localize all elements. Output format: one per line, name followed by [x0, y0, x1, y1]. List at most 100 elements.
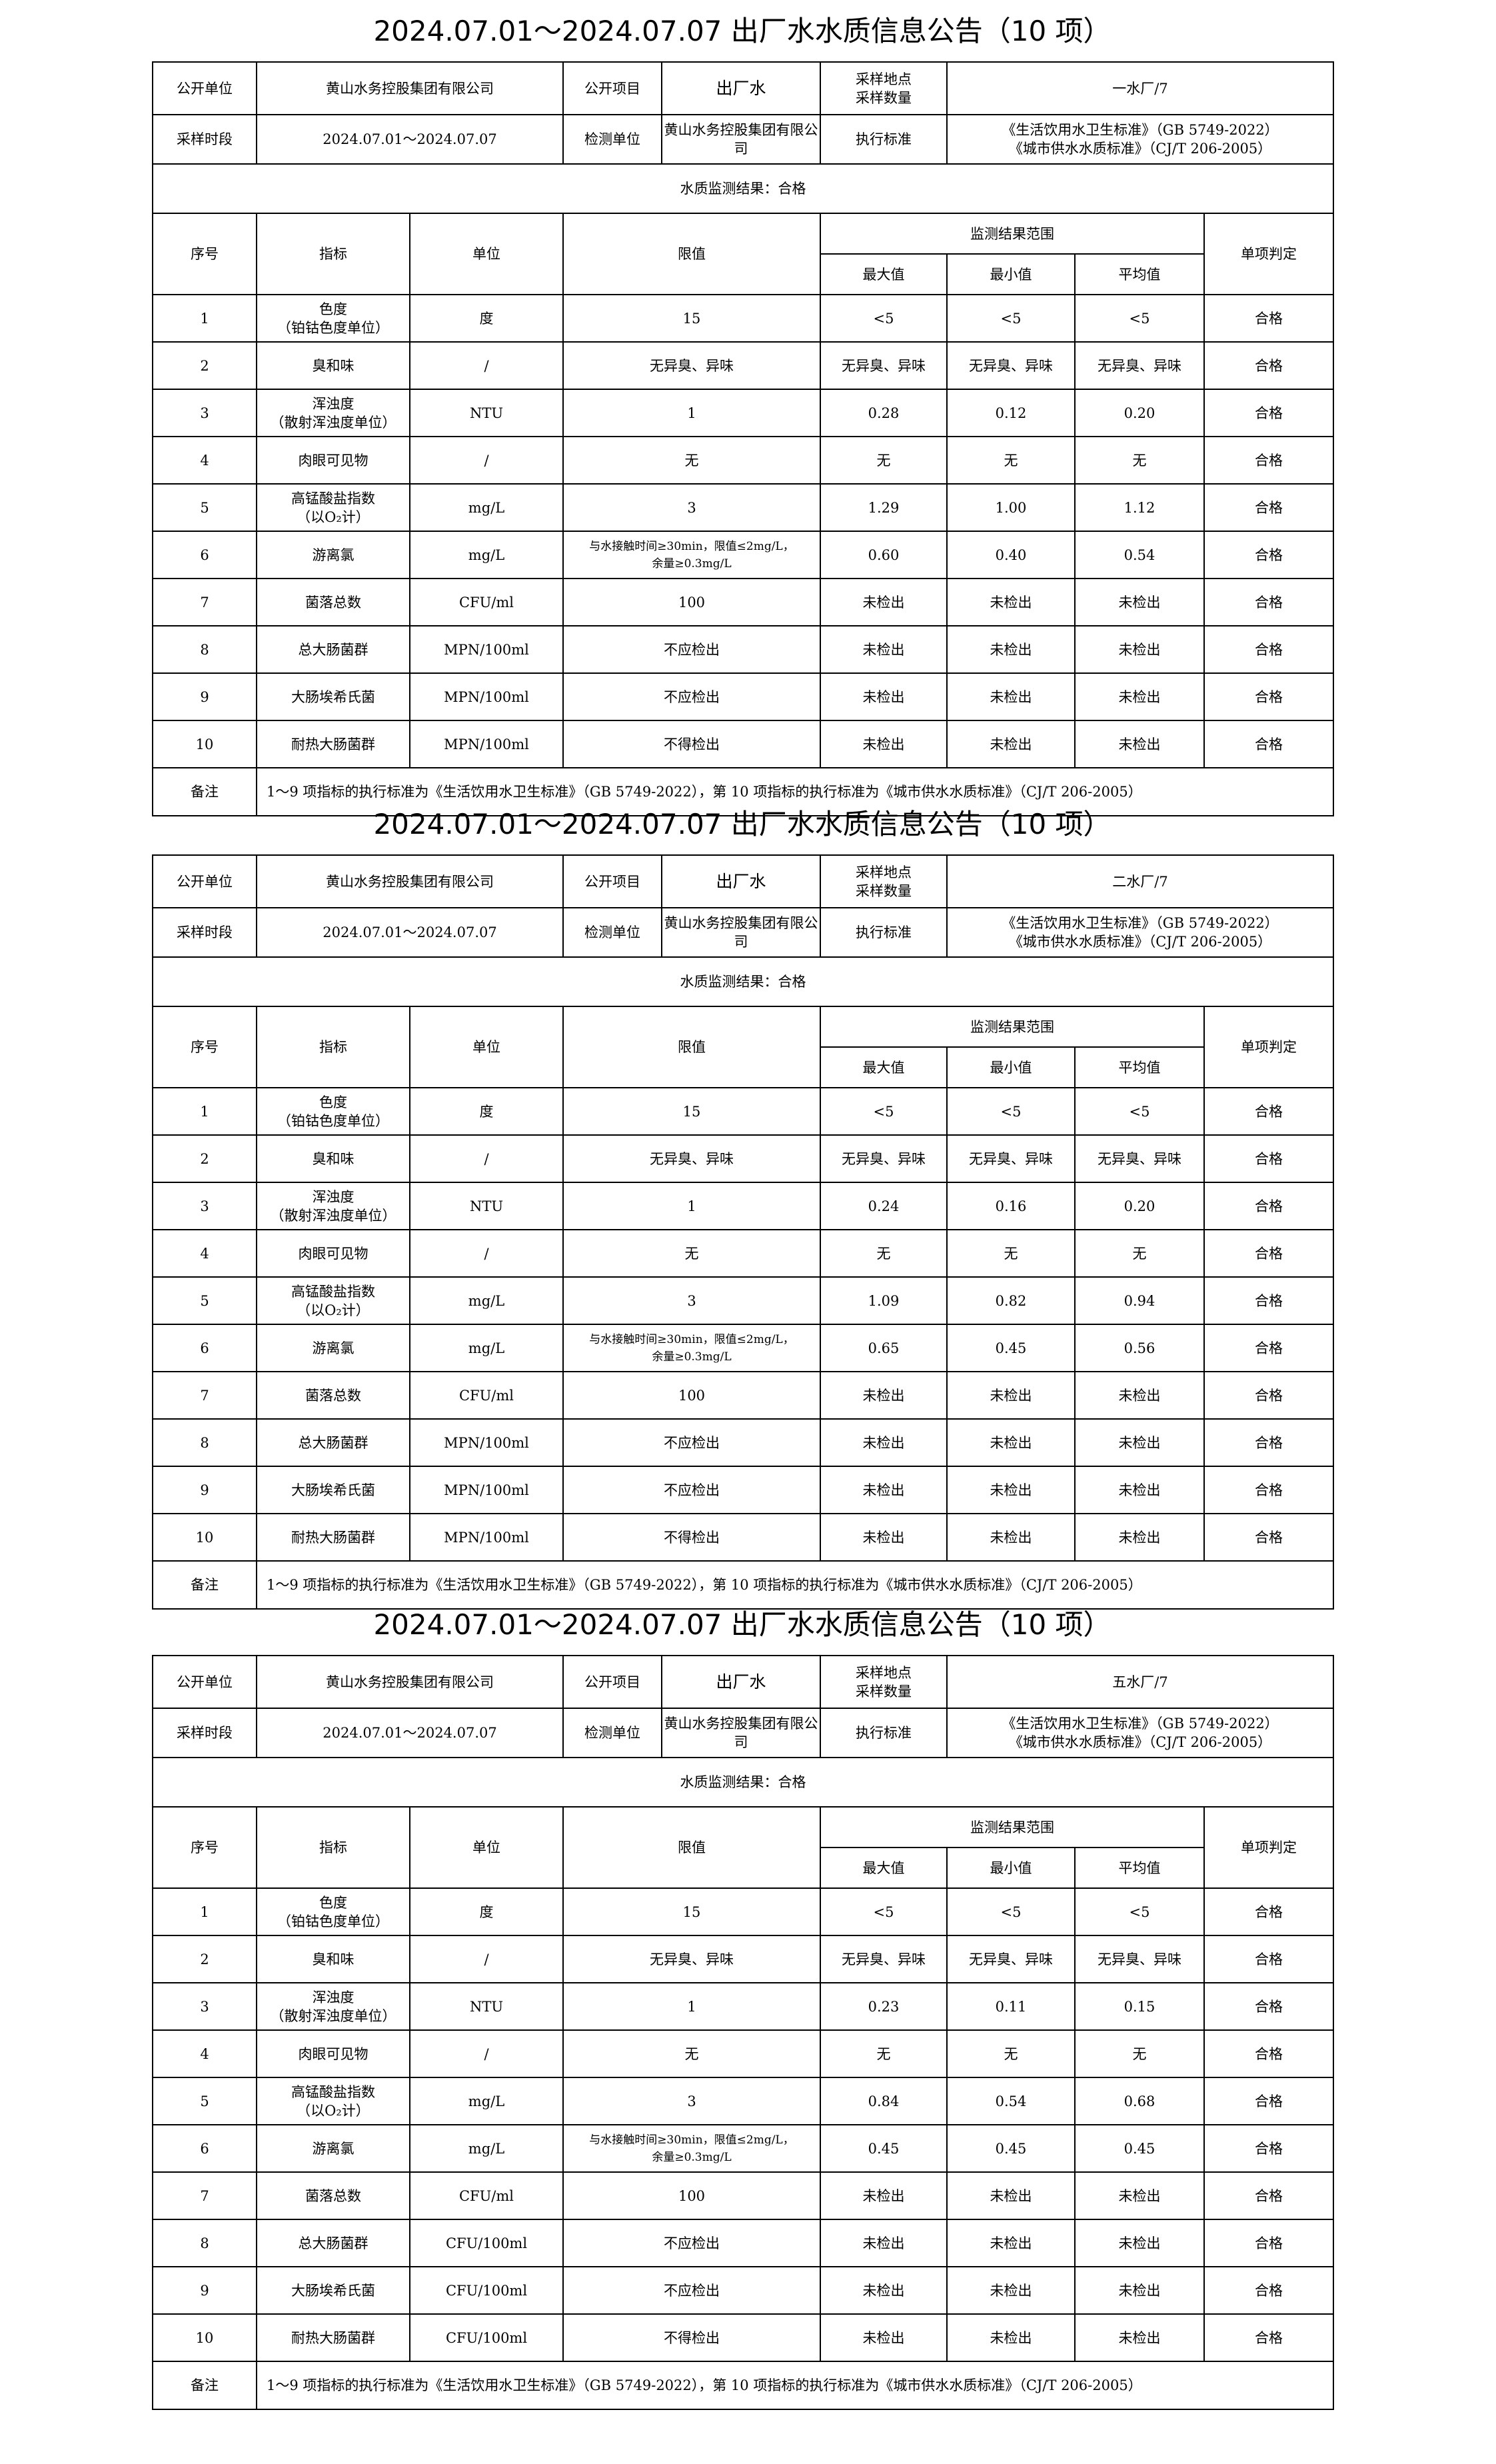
avg-value: 未检出 — [1118, 2235, 1161, 2251]
table-row: 4 肉眼可见物 / 无 无 无 无 合格 — [152, 436, 1335, 485]
table-row: 2 臭和味 / 无异臭、异味 无异臭、异味 无异臭、异味 无异臭、异味 合格 — [152, 1935, 1335, 1983]
limit-value: 15 — [682, 1903, 701, 1920]
verdict: 合格 — [1255, 1340, 1283, 1356]
row-no: 3 — [200, 1198, 209, 1214]
unit: NTU — [469, 405, 504, 421]
table-row: 9 大肠埃希氏菌 CFU/100ml 不应检出 未检出 未检出 未检出 合格 — [152, 2266, 1335, 2315]
indicator-name: 大肠埃希氏菌 — [291, 688, 375, 705]
table-row: 7 菌落总数 CFU/ml 100 未检出 未检出 未检出 合格 — [152, 578, 1335, 626]
sample-point-label: 采样数量 — [856, 89, 912, 106]
max-value: 0.23 — [868, 1998, 900, 2015]
unit: / — [484, 1150, 489, 1167]
avg-value: 1.12 — [1123, 499, 1155, 516]
quality-table: 公开单位 黄山水务控股集团有限公司 公开项目 出厂水 采样地点 采样数量 一水厂/7… — [151, 61, 1335, 816]
avg-value: 未检出 — [1118, 736, 1161, 752]
note-label: 备注 — [191, 1577, 219, 1593]
limit-value: 与水接触时间≥30min，限值≤2mg/L， — [589, 1332, 794, 1346]
row-no: 9 — [200, 688, 209, 705]
row-no: 1 — [200, 310, 209, 327]
avg-value: 0.68 — [1123, 2093, 1155, 2109]
avg-value: 0.45 — [1123, 2140, 1155, 2157]
max-value: 0.28 — [868, 405, 900, 421]
indicator-name: 大肠埃希氏菌 — [291, 1482, 375, 1498]
row-no: 10 — [195, 736, 214, 752]
indicator-name: 浑浊度 — [312, 395, 355, 412]
indicator-name: 耐热大肠菌群 — [291, 1529, 375, 1546]
verdict: 合格 — [1255, 594, 1283, 611]
sample-point-label: 采样地点 — [856, 71, 912, 87]
table-row: 10 耐热大肠菌群 MPN/100ml 不得检出 未检出 未检出 未检出 合格 — [152, 1513, 1335, 1562]
min-value: 0.45 — [995, 2140, 1027, 2157]
min-value: <5 — [1000, 310, 1022, 327]
limit-value: 不应检出 — [664, 641, 720, 658]
limit-value: 无异臭、异味 — [650, 1150, 734, 1167]
avg-value: 0.56 — [1123, 1340, 1155, 1356]
indicator-name: （以O₂计） — [297, 1302, 370, 1318]
indicator-name: 游离氯 — [312, 1340, 355, 1356]
avg-value: 未检出 — [1118, 2282, 1161, 2299]
note-text: 1～9 项指标的执行标准为《生活饮用水卫生标准》（GB 5749-2022），第… — [267, 1577, 1142, 1593]
limit-value: 1 — [687, 1998, 696, 2015]
row-no: 5 — [200, 2093, 209, 2109]
note-row: 备注 1～9 项指标的执行标准为《生活饮用水卫生标准》（GB 5749-2022… — [152, 1560, 1335, 1610]
limit-value: 100 — [678, 1387, 706, 1404]
avg-value: <5 — [1129, 310, 1150, 327]
unit: CFU/ml — [458, 2187, 514, 2204]
max-value: 未检出 — [862, 2329, 905, 2346]
note-label: 备注 — [191, 2377, 219, 2393]
indicator-name: （铂钴色度单位） — [277, 1112, 389, 1129]
max-value: 未检出 — [862, 1482, 905, 1498]
max-value: 无 — [876, 452, 891, 469]
verdict: 合格 — [1255, 2235, 1283, 2251]
table-row: 1 色度 （铂钴色度单位） 度 15 <5 <5 <5 合格 — [152, 1087, 1335, 1136]
row-no: 2 — [200, 357, 209, 374]
limit-value: 不应检出 — [664, 1482, 720, 1498]
limit-value: 无 — [684, 1245, 699, 1262]
avg-value: 无异臭、异味 — [1098, 357, 1181, 374]
row-no: 9 — [200, 2282, 209, 2299]
verdict: 合格 — [1255, 310, 1283, 327]
min-value: 未检出 — [990, 736, 1032, 752]
verdict: 合格 — [1255, 547, 1283, 563]
indicator-name: 耐热大肠菌群 — [291, 2329, 375, 2346]
min-value: 未检出 — [990, 2329, 1032, 2346]
verdict: 合格 — [1255, 1903, 1283, 1920]
max-value: 1.09 — [868, 1292, 900, 1309]
indicator-name: 耐热大肠菌群 — [291, 736, 375, 752]
indicator-name: 总大肠菌群 — [298, 641, 369, 658]
project-value: 出厂水 — [716, 78, 766, 98]
result-row: 水质监测结果：合格 — [151, 163, 1335, 214]
row-no: 2 — [200, 1150, 209, 1167]
max-value: 0.84 — [868, 2093, 900, 2109]
indicator-name: 高锰酸盐指数 — [291, 1283, 375, 1300]
unit: mg/L — [468, 1292, 505, 1309]
row-no: 4 — [200, 1245, 209, 1262]
indicator-name: 菌落总数 — [305, 2187, 361, 2204]
sample-point-label: 采样数量 — [856, 1683, 912, 1700]
verdict: 合格 — [1255, 1150, 1283, 1167]
unit: MPN/100ml — [444, 1482, 529, 1498]
col-no: 序号 — [191, 1840, 219, 1855]
verdict: 合格 — [1255, 452, 1283, 469]
indicator-name: 肉眼可见物 — [298, 1245, 369, 1262]
standard-label: 执行标准 — [856, 924, 912, 940]
standard-label: 执行标准 — [856, 1725, 912, 1741]
max-value: <5 — [873, 310, 894, 327]
indicator-name: （铂钴色度单位） — [277, 1913, 389, 1929]
max-value: 未检出 — [862, 1387, 905, 1404]
max-value: <5 — [873, 1903, 894, 1920]
col-max: 最大值 — [862, 266, 905, 283]
max-value: 0.45 — [868, 2140, 900, 2157]
min-value: 无异臭、异味 — [969, 357, 1053, 374]
indicator-name: 肉眼可见物 — [298, 452, 369, 469]
verdict: 合格 — [1255, 1387, 1283, 1404]
avg-value: 0.20 — [1123, 405, 1155, 421]
limit-value: 无 — [684, 2045, 699, 2062]
sample-point-value: 一水厂/7 — [1112, 80, 1168, 97]
table-row: 2 臭和味 / 无异臭、异味 无异臭、异味 无异臭、异味 无异臭、异味 合格 — [152, 1134, 1335, 1183]
unit: / — [484, 452, 489, 469]
table-row: 7 菌落总数 CFU/ml 100 未检出 未检出 未检出 合格 — [152, 2171, 1335, 2220]
row-no: 7 — [200, 2187, 209, 2204]
info-row: 采样时段 2024.07.01～2024.07.07 检测单位 黄山水务控股集团有… — [152, 1708, 1335, 1758]
project-label: 公开项目 — [584, 873, 640, 890]
